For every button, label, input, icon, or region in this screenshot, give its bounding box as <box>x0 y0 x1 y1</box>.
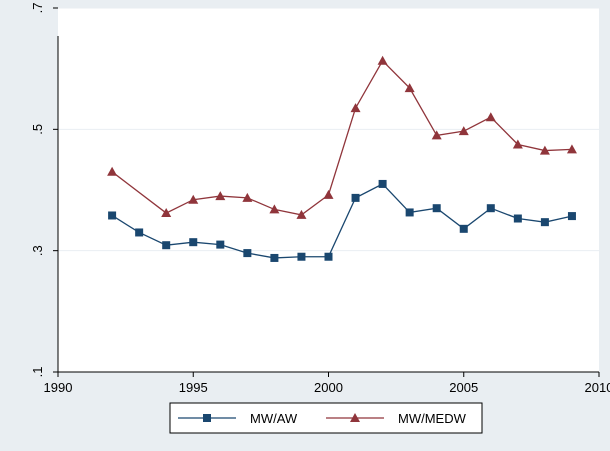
series-0-point-9 <box>351 193 360 202</box>
series-1-point-16 <box>566 144 577 154</box>
series-1-point-15 <box>539 145 550 155</box>
legend-marker-0 <box>203 414 211 422</box>
series-1-point-4 <box>242 192 253 202</box>
series-0-point-3 <box>189 238 198 247</box>
x-tick-label-4: 2010 <box>585 380 610 395</box>
axis-layer: .1 .3 .5 .7 1990 1995 2000 2005 2010 <box>30 3 610 395</box>
series-0-point-8 <box>324 252 333 261</box>
series-0-point-14 <box>486 204 495 213</box>
y-tick-label-0: .1 <box>30 367 45 378</box>
series-1-point-11 <box>431 130 442 140</box>
series-0-point-4 <box>216 240 225 249</box>
series-0-point-16 <box>540 218 549 227</box>
series-0 <box>108 179 576 262</box>
series-1-point-2 <box>188 194 199 204</box>
series-0-point-11 <box>405 208 414 217</box>
series-1-point-3 <box>215 191 226 201</box>
y-tick-label-1: .3 <box>30 245 45 256</box>
series-line-0 <box>111 183 573 259</box>
series-0-point-0 <box>108 211 117 220</box>
series-0-point-2 <box>162 241 171 250</box>
series-1-point-0 <box>107 166 118 176</box>
series-1-point-5 <box>269 204 280 214</box>
series-1-point-10 <box>404 83 415 93</box>
x-tick-label-3: 2005 <box>449 380 478 395</box>
legend-marker-1 <box>350 413 360 422</box>
series-0-point-17 <box>567 212 576 221</box>
series-layer <box>107 55 577 262</box>
x-tick-label-0: 1990 <box>44 380 73 395</box>
series-1-point-6 <box>296 209 307 219</box>
series-1-point-7 <box>323 189 334 199</box>
y-tick-label-3: .7 <box>30 3 45 14</box>
series-1-point-13 <box>485 112 496 122</box>
legend-label-1: MW/MEDW <box>398 411 467 426</box>
series-0-point-7 <box>297 252 306 261</box>
series-0-point-13 <box>459 224 468 233</box>
y-tick-label-2: .5 <box>30 124 45 135</box>
series-0-point-10 <box>378 179 387 188</box>
legend-label-0: MW/AW <box>250 411 298 426</box>
series-1 <box>107 55 577 219</box>
series-0-point-12 <box>432 204 441 213</box>
series-1-point-1 <box>161 208 172 218</box>
x-tick-label-1: 1995 <box>179 380 208 395</box>
series-0-point-1 <box>135 228 144 237</box>
series-0-point-15 <box>513 214 522 223</box>
series-0-point-5 <box>243 249 252 258</box>
series-1-point-8 <box>350 103 361 113</box>
series-1-point-12 <box>458 126 469 136</box>
series-1-point-9 <box>377 55 388 65</box>
x-tick-label-2: 2000 <box>314 380 343 395</box>
series-0-point-6 <box>270 253 279 262</box>
series-1-point-14 <box>512 139 523 149</box>
legend: MW/AW MW/MEDW <box>169 402 483 434</box>
